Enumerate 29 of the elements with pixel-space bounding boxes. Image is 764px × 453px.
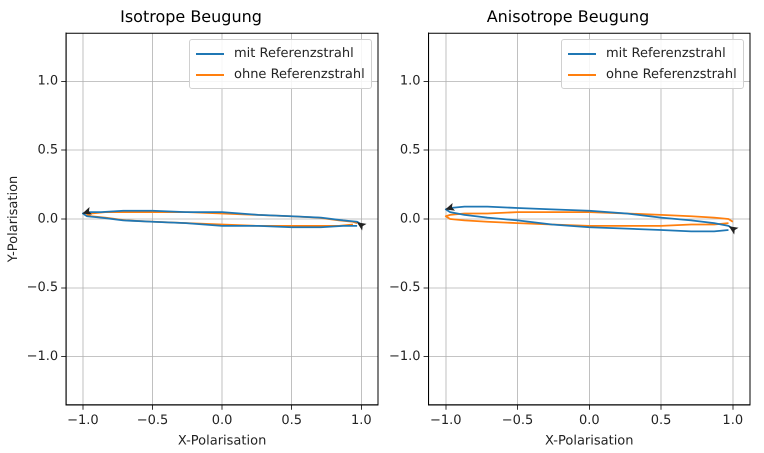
y-tick-label: 0.0 (37, 211, 58, 226)
legend-label: ohne Referenzstrahl (234, 67, 365, 82)
y-tick-label: 0.5 (400, 142, 421, 158)
x-tick-label: 0.0 (578, 412, 600, 428)
y-tick-label: −0.5 (388, 280, 421, 296)
legend-label: ohne Referenzstrahl (606, 67, 737, 82)
y-tick-label: −1.0 (388, 349, 421, 364)
x-axis-title: X-Polarisation (178, 434, 266, 449)
x-tick-label: 1.0 (350, 412, 372, 428)
y-tick-label: 0.5 (37, 142, 58, 158)
x-tick-label: 0.5 (281, 412, 302, 428)
x-tick-label: 1.0 (722, 412, 744, 428)
chart-title: Anisotrope Beugung (486, 6, 650, 26)
x-tick-label: −1.0 (67, 412, 99, 428)
y-tick-label: −1.0 (26, 349, 58, 364)
x-tick-label: −0.5 (136, 412, 168, 428)
x-tick-label: −0.5 (502, 412, 534, 428)
chart-title: Isotrope Beugung (120, 6, 262, 26)
y-tick-label: −0.5 (26, 280, 58, 296)
x-tick-label: −1.0 (430, 412, 462, 428)
legend-label: mit Referenzstrahl (606, 46, 726, 62)
y-tick-label: 1.0 (37, 74, 58, 89)
y-tick-label: 0.0 (400, 211, 421, 226)
legend-label: mit Referenzstrahl (234, 46, 354, 62)
y-axis-title: Y-Polarisation (6, 176, 22, 264)
x-tick-label: 0.0 (212, 412, 232, 428)
x-axis-title: X-Polarisation (545, 434, 634, 449)
y-tick-label: 1.0 (400, 74, 421, 89)
x-tick-label: 0.5 (650, 412, 672, 428)
